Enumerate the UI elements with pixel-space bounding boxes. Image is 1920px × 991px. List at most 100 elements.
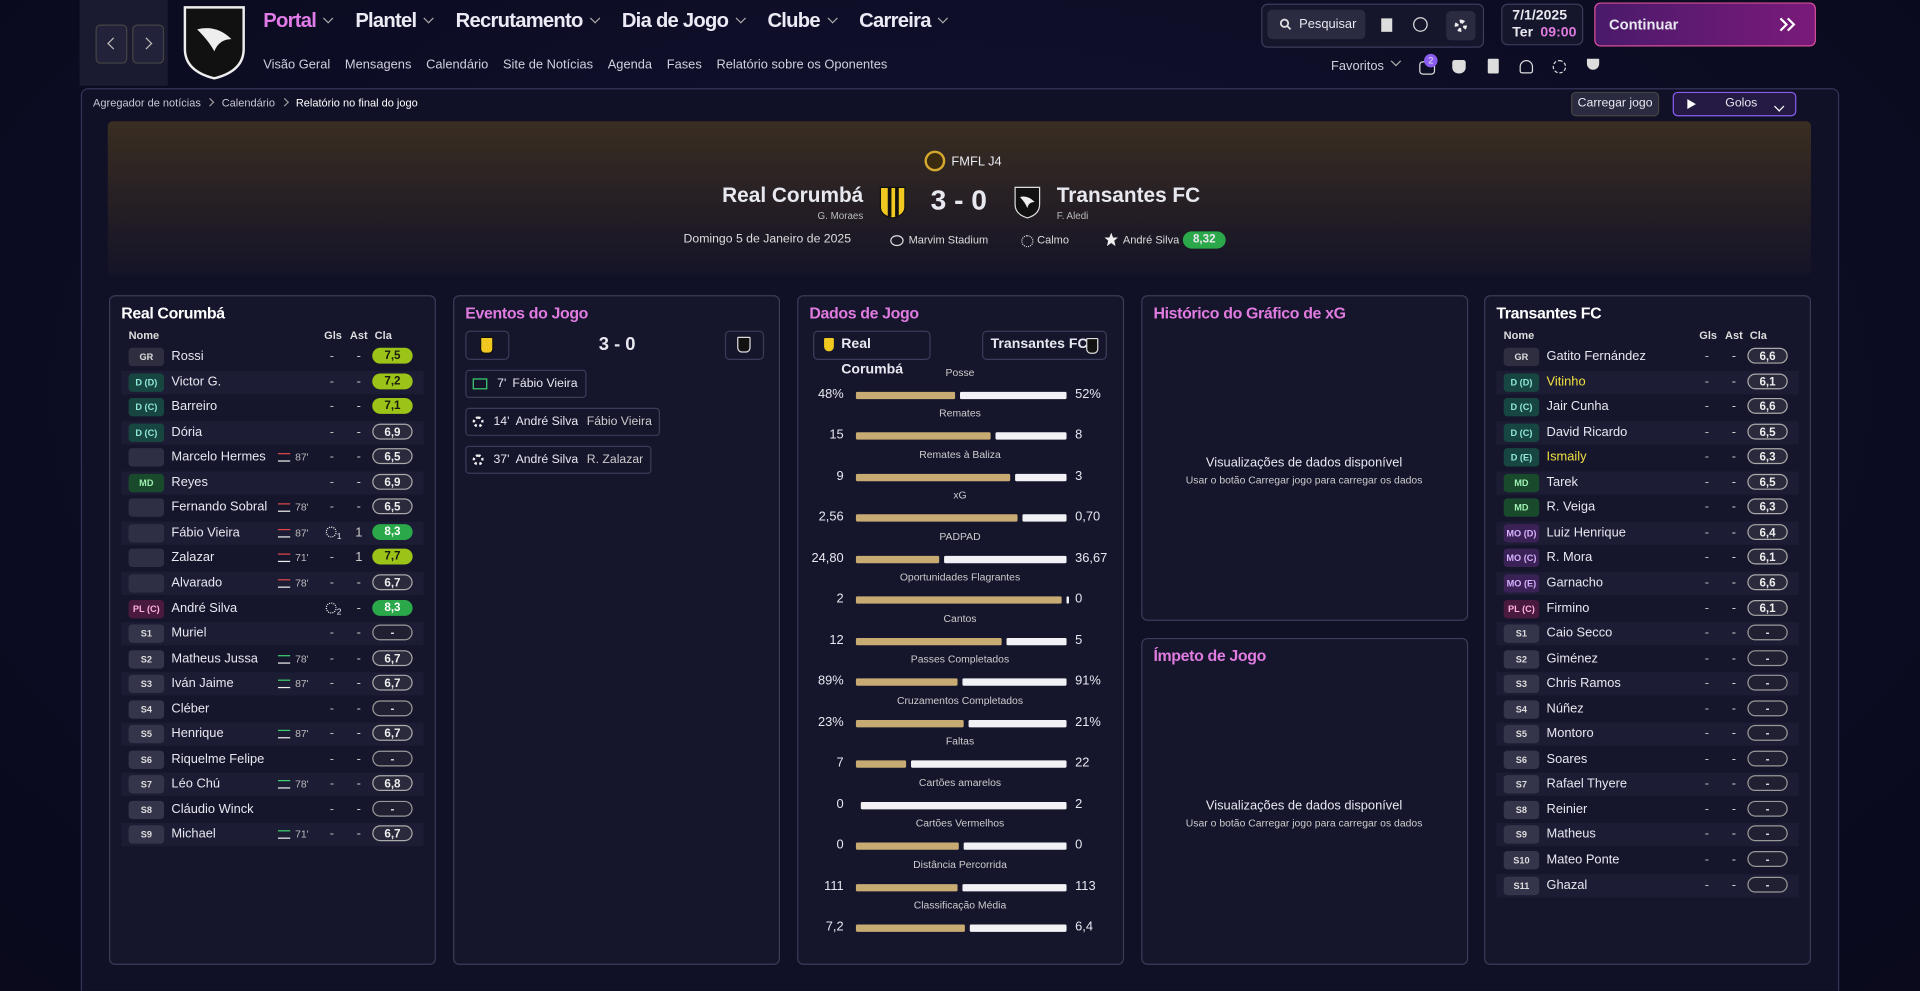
column-header: Cla xyxy=(374,329,392,342)
player-row[interactable]: S4 Cléber - - - xyxy=(121,698,423,721)
position-badge: D (C) xyxy=(1503,423,1540,442)
player-row[interactable]: S3 Iván Jaime 87' - -6,7 xyxy=(121,672,424,696)
refresh-icon[interactable] xyxy=(1552,60,1567,74)
player-row[interactable]: S2 Giménez - - - xyxy=(1496,647,1798,670)
assists: - xyxy=(1731,852,1737,867)
submenu-item[interactable]: Visão Geral xyxy=(263,57,331,73)
event[interactable]: 7' Fábio Vieira xyxy=(465,369,587,398)
player-row[interactable]: GR Gatito Fernández - -6,6 xyxy=(1496,345,1798,368)
settings-button[interactable] xyxy=(1446,11,1476,41)
stat-bar-home xyxy=(855,678,958,686)
clipboard-icon[interactable] xyxy=(1487,58,1499,74)
search-button[interactable]: Pesquisar xyxy=(1267,9,1366,40)
menu-item[interactable]: Recrutamento xyxy=(456,10,601,33)
player-row[interactable]: S2 Matheus Jussa 78' - -6,7 xyxy=(121,647,423,670)
breadcrumb-item[interactable]: Calendário xyxy=(221,96,276,109)
player-row[interactable]: S6 Soares - - - xyxy=(1496,748,1798,771)
event[interactable]: 14' André Silva Fábio Vieira xyxy=(465,407,661,436)
player-row[interactable]: S11 Ghazal - - - xyxy=(1496,873,1799,897)
assists: - xyxy=(1731,776,1737,792)
match-header xyxy=(107,121,1812,276)
stat-bar-away xyxy=(969,924,1067,932)
submenu-item[interactable]: Fases xyxy=(666,57,702,73)
menu-label: Dia de Jogo xyxy=(621,9,729,32)
player-row[interactable]: S4 Núñez - - - xyxy=(1496,698,1798,721)
breadcrumb-item[interactable]: Relatório no final do jogo xyxy=(295,96,418,109)
trophy-icon[interactable] xyxy=(1586,58,1600,70)
player-name: Léo Chú xyxy=(171,776,221,792)
player-row[interactable]: MO (D) Luiz Henrique - -6,4 xyxy=(1496,521,1799,545)
assists: - xyxy=(1731,726,1737,742)
player-name: Soares xyxy=(1546,751,1588,767)
player-row[interactable]: S5 Henrique 87' - -6,7 xyxy=(121,722,424,747)
stat-home: 2,56 xyxy=(818,509,844,525)
chat-badge: 2 xyxy=(1424,53,1438,68)
back-button[interactable] xyxy=(95,24,128,64)
menu-item[interactable]: Portal xyxy=(263,10,334,33)
player-name: Muriel xyxy=(171,625,207,641)
player-row[interactable]: MO (C) R. Mora - -6,1 xyxy=(1496,547,1798,570)
player-row[interactable]: GR Rossi - -7,5 xyxy=(121,345,423,368)
player-row[interactable]: S5 Montoro - - - xyxy=(1496,722,1799,747)
submenu-item[interactable]: Site de Notícias xyxy=(502,57,594,73)
player-row[interactable]: Zalazar 71' - 1 7,7 xyxy=(121,547,423,570)
panel-title: Transantes FC xyxy=(1496,303,1602,323)
player-row[interactable]: D (D) Vitinho - -6,1 xyxy=(1496,370,1799,394)
submenu-item[interactable]: Calendário xyxy=(426,57,489,73)
player-row[interactable]: PL (C) André Silva 2 -8,3 xyxy=(121,597,423,620)
event-player: André Silva xyxy=(515,453,579,467)
player-row[interactable]: Fábio Vieira 87' 1 1 8,3 xyxy=(121,521,424,545)
player-row[interactable]: D (C) Barreiro - -7,1 xyxy=(121,396,423,419)
breadcrumb-item[interactable]: Agregador de notícias xyxy=(93,96,201,109)
menu-item[interactable]: Carreira xyxy=(859,10,949,33)
player-row[interactable]: S3 Chris Ramos - - - xyxy=(1496,672,1799,696)
event[interactable]: 37' André Silva R. Zalazar xyxy=(465,445,652,474)
menu-item[interactable]: Dia de Jogo xyxy=(621,9,746,33)
world-icon[interactable] xyxy=(1413,17,1428,32)
player-row[interactable]: S1 Caio Secco - - - xyxy=(1496,622,1799,646)
player-row[interactable]: S6 Riquelme Felipe - - - xyxy=(121,748,423,771)
favorites[interactable]: Favoritos xyxy=(1331,56,1402,73)
player-row[interactable]: Marcelo Hermes 87' - -6,5 xyxy=(121,446,423,469)
player-name: R. Mora xyxy=(1546,550,1593,565)
player-row[interactable]: D (C) David Ricardo - -6,5 xyxy=(1496,420,1799,445)
player-row[interactable]: PL (C) Firmino - -6,1 xyxy=(1496,597,1798,620)
player-row[interactable]: S8 Reinier - - - xyxy=(1496,798,1798,821)
player-row[interactable]: S7 Rafael Thyere - - - xyxy=(1496,773,1799,797)
rating: - xyxy=(1747,649,1788,666)
forward-button[interactable] xyxy=(132,24,165,64)
submenu-item[interactable]: Mensagens xyxy=(344,57,412,73)
submenu-item[interactable]: Relatório sobre os Oponentes xyxy=(716,57,888,73)
player-row[interactable]: S1 Muriel - - - xyxy=(121,622,424,646)
player-row[interactable]: D (C) Dória - -6,9 xyxy=(121,420,424,445)
kit-icon[interactable] xyxy=(1452,60,1466,74)
player-row[interactable]: MO (E) Garnacho - -6,6 xyxy=(1496,571,1799,596)
menu-item[interactable]: Plantel xyxy=(355,10,434,33)
player-row[interactable]: D (C) Jair Cunha - -6,6 xyxy=(1496,396,1798,419)
player-row[interactable]: Fernando Sobral 78' - -6,5 xyxy=(121,496,423,519)
player-row[interactable]: S7 Léo Chú 78' - -6,8 xyxy=(121,773,424,797)
position-badge xyxy=(128,549,165,568)
goals-dropdown[interactable]: Golos xyxy=(1672,91,1797,117)
player-row[interactable]: Alvarado 78' - -6,7 xyxy=(121,571,424,596)
staff-icon[interactable] xyxy=(1519,60,1534,74)
player-row[interactable]: S8 Cláudio Winck - - - xyxy=(121,798,423,821)
event-minute: 14' xyxy=(493,415,510,429)
date-box[interactable]: 7/1/2025 Ter 09:00 xyxy=(1501,3,1584,46)
menu-item[interactable]: Clube xyxy=(767,9,838,33)
player-row[interactable]: S9 Michael 71' - -6,7 xyxy=(121,823,424,847)
menu-label: Clube xyxy=(767,9,820,32)
submenu-item[interactable]: Agenda xyxy=(607,57,653,73)
inbox-icon[interactable] xyxy=(1381,18,1393,32)
player-row[interactable]: D (E) Ismaily - -6,3 xyxy=(1496,446,1798,469)
player-row[interactable]: S10 Mateo Ponte - - - xyxy=(1496,849,1798,872)
continue-button[interactable]: Continuar xyxy=(1594,2,1816,47)
position-badge: S3 xyxy=(1503,674,1540,694)
load-button[interactable]: Carregar jogo xyxy=(1571,91,1660,117)
player-row[interactable]: MD Reyes - -6,9 xyxy=(121,471,424,495)
player-row[interactable]: MD R. Veiga - -6,3 xyxy=(1496,496,1798,519)
player-row[interactable]: MD Tarek - -6,5 xyxy=(1496,471,1799,495)
player-row[interactable]: D (D) Victor G. - -7,2 xyxy=(121,370,424,394)
time: 09:00 xyxy=(1540,25,1577,41)
player-row[interactable]: S9 Matheus - - - xyxy=(1496,823,1799,847)
